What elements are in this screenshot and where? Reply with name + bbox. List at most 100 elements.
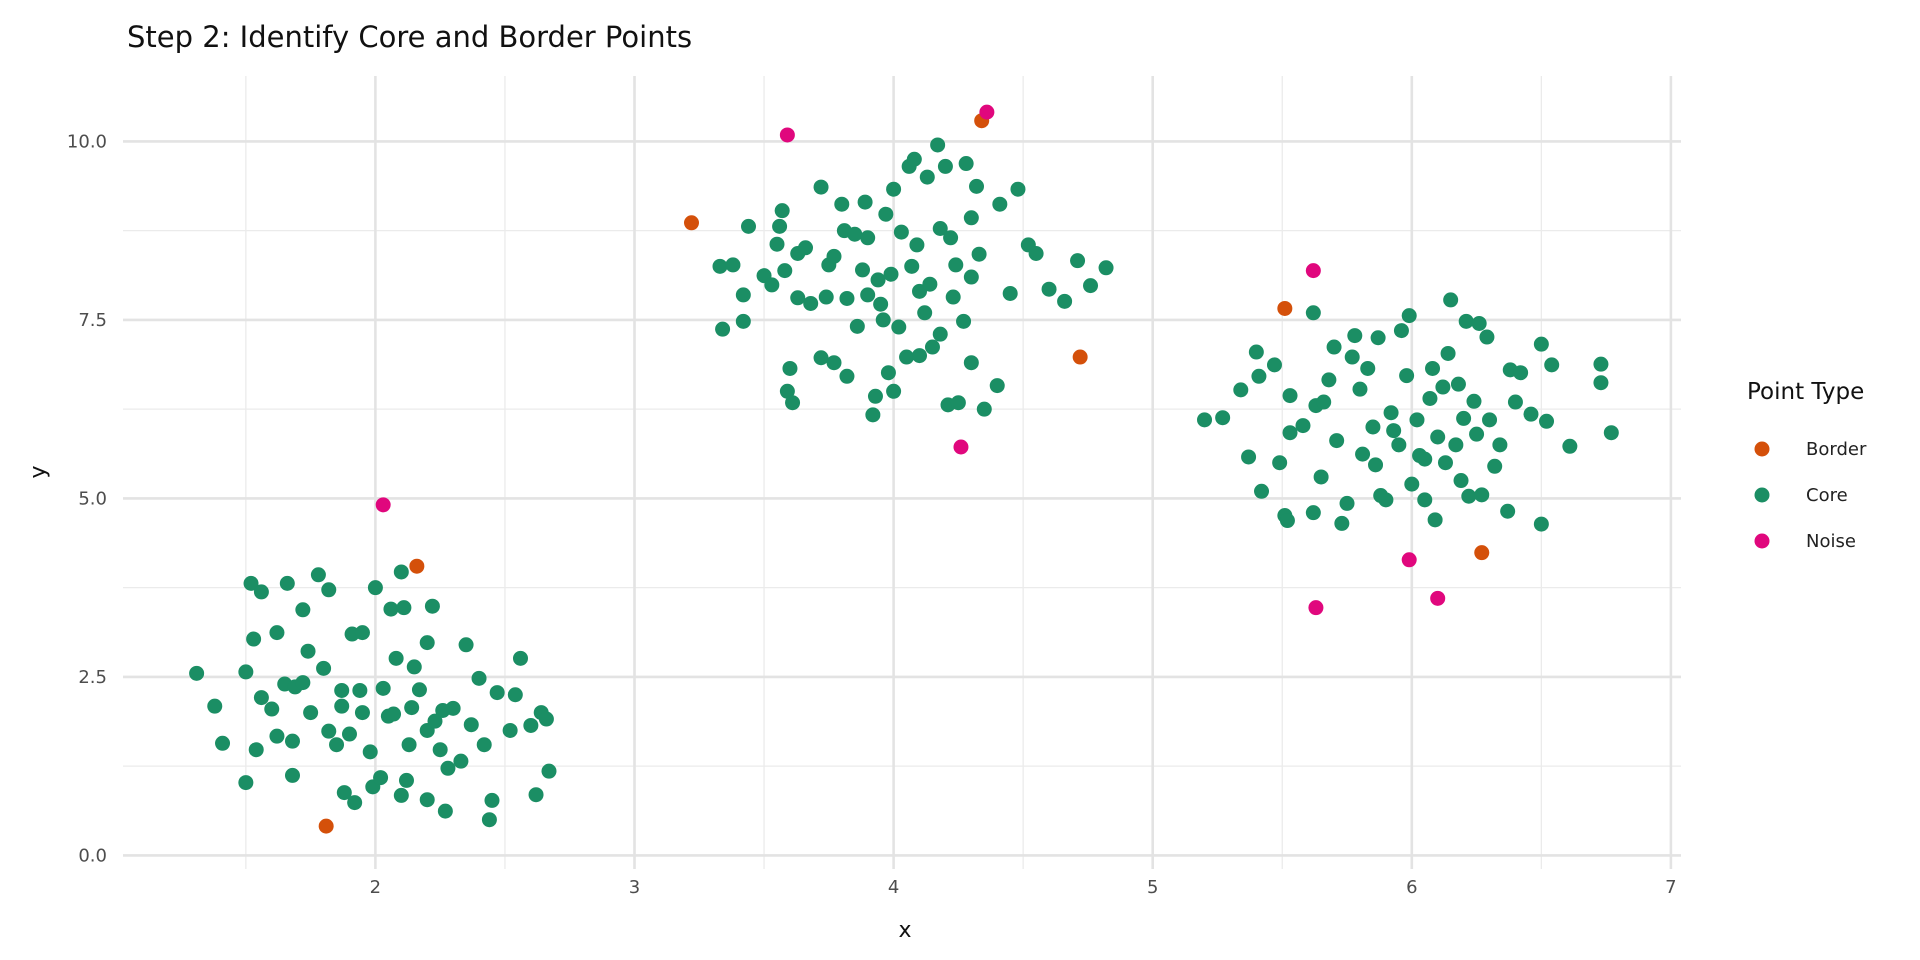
point-core: [1378, 492, 1394, 508]
point-core: [295, 675, 311, 691]
point-core: [396, 600, 412, 616]
point-core: [1313, 469, 1329, 485]
point-noise: [779, 127, 795, 143]
point-core: [1383, 405, 1399, 421]
point-core: [813, 350, 829, 366]
y-tick-label: 2.5: [78, 667, 107, 688]
point-core: [1435, 379, 1451, 395]
point-noise: [979, 104, 995, 120]
point-core: [769, 236, 785, 252]
point-core: [870, 272, 886, 288]
point-core: [502, 722, 518, 738]
point-core: [253, 690, 269, 706]
point-core: [886, 383, 902, 399]
point-core: [969, 178, 985, 194]
point-core: [1339, 495, 1355, 511]
point-core: [253, 584, 269, 600]
point-core: [922, 276, 938, 292]
point-core: [893, 224, 909, 240]
point-core: [1197, 412, 1213, 428]
point-core: [393, 787, 409, 803]
point-core: [1482, 412, 1498, 428]
point-core: [849, 318, 865, 334]
point-core: [899, 349, 915, 365]
point-core: [1422, 390, 1438, 406]
legend-key-noise: [1754, 533, 1770, 549]
point-core: [367, 580, 383, 596]
point-core: [347, 795, 363, 811]
point-core: [1070, 253, 1086, 269]
point-core: [215, 735, 231, 751]
point-core: [432, 742, 448, 758]
point-core: [388, 650, 404, 666]
point-core: [393, 564, 409, 580]
point-core: [321, 723, 337, 739]
point-core: [1355, 446, 1371, 462]
point-core: [777, 263, 793, 279]
point-core: [860, 230, 876, 246]
point-core: [284, 767, 300, 783]
point-core: [316, 660, 332, 676]
point-core: [1305, 305, 1321, 321]
point-core: [741, 218, 757, 234]
point-core: [419, 792, 435, 808]
point-core: [1513, 365, 1529, 381]
point-core: [813, 179, 829, 195]
point-core: [1458, 313, 1474, 329]
point-core: [386, 706, 402, 722]
point-core: [1474, 487, 1490, 503]
point-core: [875, 312, 891, 328]
point-core: [1440, 345, 1456, 361]
point-core: [295, 602, 311, 618]
x-tick-label: 6: [1406, 877, 1417, 898]
point-core: [362, 744, 378, 760]
point-core: [189, 665, 205, 681]
point-core: [735, 287, 751, 303]
point-core: [932, 326, 948, 342]
point-core: [269, 728, 285, 744]
point-core: [932, 221, 948, 237]
point-core: [1326, 339, 1342, 355]
point-core: [880, 365, 896, 381]
point-core: [785, 395, 801, 411]
point-core: [865, 407, 881, 423]
legend-label-noise: Noise: [1806, 531, 1856, 552]
point-core: [1427, 512, 1443, 528]
point-core: [1443, 292, 1459, 308]
point-core: [481, 812, 497, 828]
point-border: [1474, 545, 1490, 561]
legend-label-border: Border: [1806, 439, 1867, 460]
point-core: [989, 378, 1005, 394]
point-core: [352, 682, 368, 698]
point-core: [956, 313, 972, 329]
point-core: [1593, 356, 1609, 372]
point-core: [1593, 375, 1609, 391]
point-core: [1098, 260, 1114, 276]
point-core: [963, 210, 979, 226]
point-core: [310, 567, 326, 583]
point-core: [712, 258, 728, 274]
point-core: [246, 631, 262, 647]
point-core: [523, 717, 539, 733]
point-core: [1448, 437, 1464, 453]
x-tick-label: 5: [1147, 877, 1158, 898]
point-core: [1347, 328, 1363, 344]
point-core: [909, 237, 925, 253]
point-core: [334, 682, 350, 698]
point-core: [1002, 285, 1018, 301]
y-tick-label: 5.0: [78, 488, 107, 509]
point-core: [1425, 360, 1441, 376]
point-core: [1450, 376, 1466, 392]
point-noise: [375, 497, 391, 513]
point-core: [419, 635, 435, 651]
point-core: [512, 650, 528, 666]
point-noise: [1430, 590, 1446, 606]
point-core: [463, 717, 479, 733]
point-core: [1282, 388, 1298, 404]
point-core: [1266, 357, 1282, 373]
gridlines: [123, 76, 1681, 869]
point-core: [1409, 412, 1425, 428]
point-core: [937, 158, 953, 174]
point-core: [1057, 293, 1073, 309]
point-core: [1562, 438, 1578, 454]
